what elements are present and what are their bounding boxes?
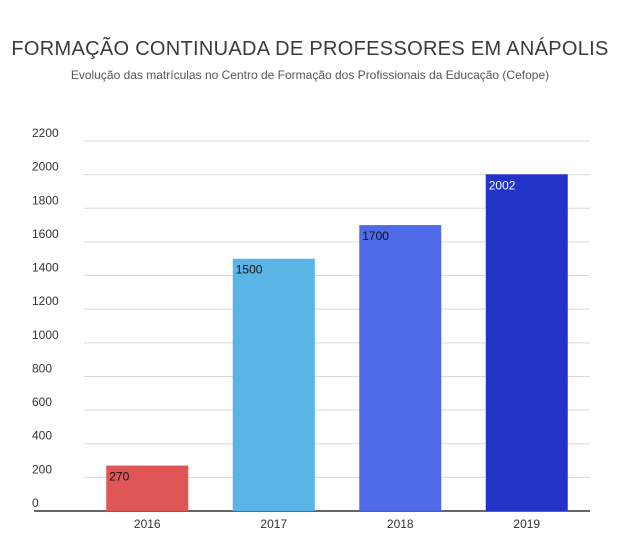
y-tick-label: 2000 [32,160,59,174]
x-tick-label: 2018 [387,517,414,531]
y-tick-label: 200 [32,462,52,476]
y-tick-label: 1200 [32,294,59,308]
y-tick-label: 1000 [32,328,59,342]
y-tick-label: 1800 [32,193,59,207]
x-tick-label: 2019 [513,517,540,531]
data-label: 1500 [236,263,263,277]
y-tick-label: 400 [32,429,52,443]
bar-2017 [232,258,315,511]
chart-title: FORMAÇÃO CONTINUADA DE PROFESSORES EM AN… [11,38,609,60]
y-tick-label: 1400 [32,261,59,275]
y-tick-label: 0 [32,496,39,510]
data-label: 1700 [362,229,389,243]
y-tick-label: 800 [32,361,52,375]
x-tick-label: 2017 [260,517,287,531]
y-tick-label: 1600 [32,227,59,241]
y-tick-label: 600 [32,395,52,409]
x-tick-label: 2016 [134,517,161,531]
chart-subtitle: Evolução das matrículas no Centro de For… [70,68,550,82]
y-tick-label: 2200 [32,126,59,140]
data-label: 270 [109,470,129,484]
bar-2019 [485,174,568,512]
bar-2018 [359,225,442,511]
bar-2016 [106,465,189,511]
data-label: 2002 [489,178,516,192]
